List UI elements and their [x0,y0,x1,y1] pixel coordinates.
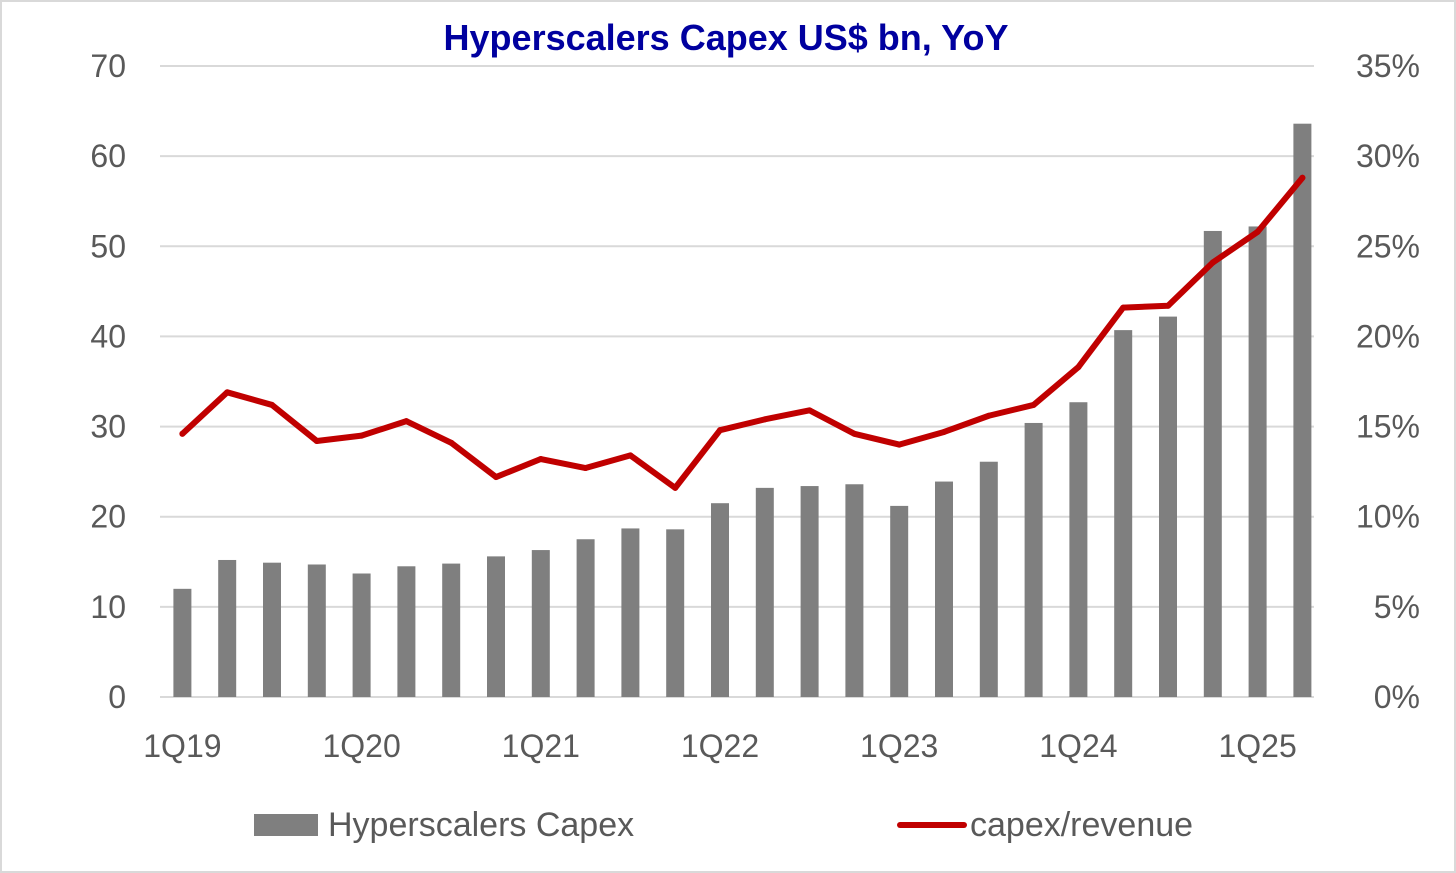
legend: Hyperscalers Capex capex/revenue [254,806,1193,844]
bar-3Q22 [800,486,819,697]
bar-3Q21 [621,528,640,697]
y-right-tick-label: 35% [1356,48,1420,84]
bar-4Q19 [307,564,326,697]
y-right-tick-label: 5% [1374,589,1420,625]
bar-2Q22 [755,487,774,697]
y-left-tick-label: 0 [108,679,126,715]
line-point-3Q24 [1165,302,1171,309]
bar-4Q24 [1203,230,1222,697]
x-axis-labels: 1Q19 1Q20 1Q21 1Q22 1Q23 1Q24 1Q25 [143,728,1296,764]
bar-1Q22 [711,503,729,697]
y-left-tick-label: 10 [90,589,126,625]
line-point-2Q24 [1120,304,1127,311]
line-point-2Q21 [582,465,589,472]
y-left-tick-label: 40 [90,318,126,354]
line-series-capex-revenue [179,174,1306,491]
bar-2Q21 [576,539,595,697]
line-point-3Q19 [269,401,275,408]
line-point-1Q23 [896,441,903,448]
line-point-2Q25 [1299,174,1306,181]
line-point-3Q20 [448,439,455,446]
line-point-4Q21 [672,484,679,491]
bar-4Q23 [1024,422,1043,697]
y-left-tick-label: 30 [90,409,126,445]
right-axis-labels: 0% 5% 10% 15% 20% 25% 30% 35% [1356,48,1420,715]
bar-3Q23 [979,461,998,697]
line-point-1Q25 [1254,228,1261,235]
line-point-2Q22 [761,416,768,423]
x-tick-label: 1Q20 [322,728,400,764]
y-right-tick-label: 20% [1356,318,1420,354]
bar-1Q19 [173,588,192,697]
y-left-tick-label: 70 [90,48,126,84]
line-point-3Q22 [806,407,813,414]
gridlines [160,65,1314,698]
line-point-2Q20 [403,418,410,425]
bar-1Q20 [352,573,371,697]
line-point-4Q22 [851,430,858,437]
bar-2Q24 [1114,330,1133,697]
x-tick-label: 1Q23 [860,728,938,764]
bar-4Q20 [487,556,505,697]
y-left-tick-label: 60 [90,138,126,174]
x-tick-label: 1Q25 [1218,728,1296,764]
bar-4Q21 [666,529,685,697]
bar-3Q20 [442,563,461,697]
chart-title: Hyperscalers Capex US$ bn, YoY [444,17,1009,58]
bar-1Q24 [1069,402,1088,697]
legend-label-capex-revenue: capex/revenue [970,806,1193,844]
bar-1Q21 [531,550,550,697]
bar-1Q25 [1248,226,1267,697]
y-right-tick-label: 30% [1356,138,1420,174]
line-point-2Q23 [941,428,947,435]
bar-2Q25 [1293,123,1312,698]
bar-4Q22 [845,484,864,697]
line-point-4Q24 [1209,259,1216,266]
bar-2Q23 [935,481,953,697]
y-left-tick-label: 20 [90,499,126,535]
y-left-tick-label: 50 [90,228,126,264]
left-axis-labels: 0 10 20 30 40 50 60 70 [90,48,126,715]
line-point-4Q20 [493,474,499,481]
bar-3Q19 [263,562,281,697]
bar-2Q19 [218,559,237,697]
x-tick-label: 1Q22 [681,728,759,764]
x-tick-label: 1Q19 [143,728,221,764]
x-tick-label: 1Q24 [1039,728,1117,764]
y-right-tick-label: 0% [1374,679,1420,715]
capex-bars [173,123,1312,698]
bar-1Q23 [890,505,909,697]
line-point-3Q23 [985,412,992,419]
legend-label-capex: Hyperscalers Capex [328,806,634,844]
y-right-tick-label: 15% [1356,409,1420,445]
line-point-3Q21 [627,452,634,459]
bar-2Q20 [397,566,416,697]
line-point-1Q24 [1075,364,1082,371]
legend-bar-swatch [254,814,318,836]
line-point-4Q19 [313,437,320,444]
bar-3Q24 [1159,316,1177,697]
line-point-1Q19 [179,430,186,437]
line-point-1Q20 [358,432,365,439]
line-point-4Q23 [1030,401,1037,408]
line-point-1Q22 [717,427,723,434]
capex-revenue-line [179,174,1306,491]
y-right-tick-label: 25% [1356,228,1420,264]
line-point-2Q19 [224,389,231,396]
x-tick-label: 1Q21 [502,728,580,764]
y-right-tick-label: 10% [1356,499,1420,535]
line-point-1Q21 [537,456,544,463]
